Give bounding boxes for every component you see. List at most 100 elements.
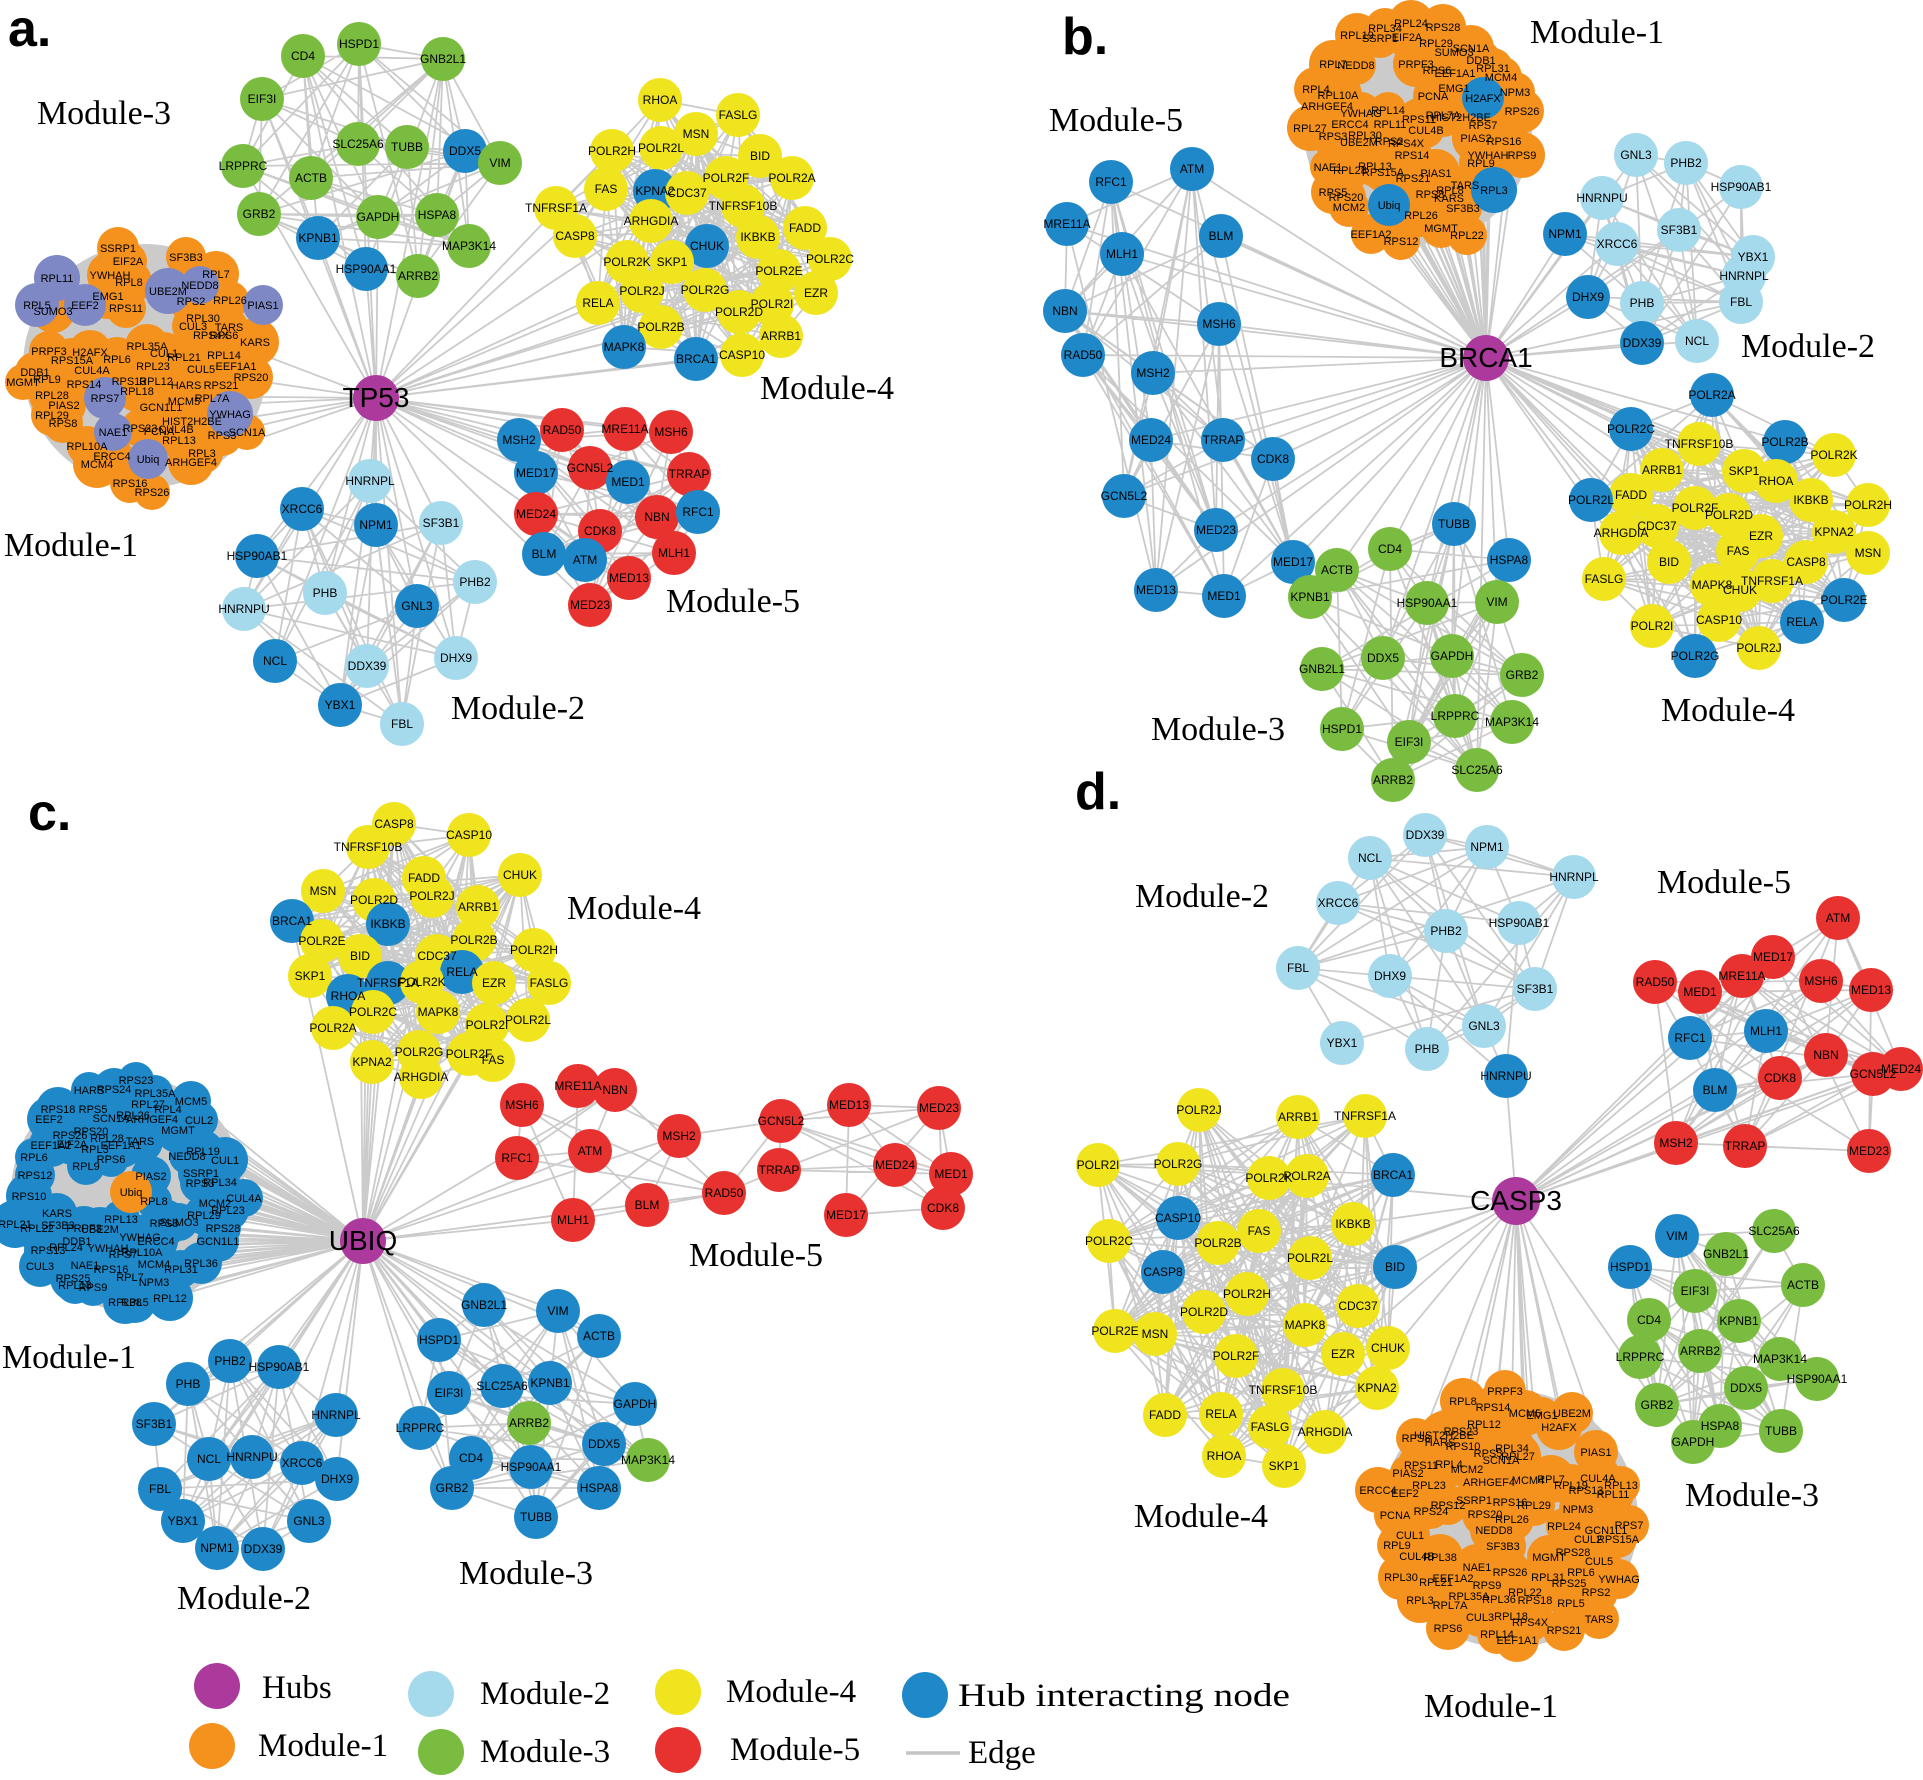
svg-text:RAD50: RAD50 (1636, 975, 1675, 989)
svg-text:SF3B1: SF3B1 (136, 1417, 173, 1431)
svg-text:RPS16: RPS16 (1493, 1497, 1528, 1509)
svg-text:RPL12: RPL12 (1467, 1419, 1501, 1431)
svg-text:H2AFX: H2AFX (72, 347, 108, 359)
svg-text:CASP10: CASP10 (446, 828, 492, 842)
svg-text:POLR2A: POLR2A (768, 171, 815, 185)
svg-text:CD4: CD4 (1378, 542, 1402, 556)
svg-text:HNRNPL: HNRNPL (311, 1408, 361, 1422)
svg-text:HSP90AB1: HSP90AB1 (1489, 916, 1550, 930)
svg-text:TP53: TP53 (343, 382, 410, 413)
svg-text:EMG1: EMG1 (1438, 83, 1469, 95)
svg-text:RPS14: RPS14 (1476, 1402, 1511, 1414)
svg-text:EEF2: EEF2 (71, 300, 99, 312)
svg-text:POLR2B: POLR2B (450, 933, 497, 947)
svg-text:RPL6: RPL6 (103, 354, 131, 366)
svg-text:RPS23: RPS23 (123, 423, 158, 435)
svg-text:RPL7A: RPL7A (195, 393, 231, 405)
svg-text:NPM3: NPM3 (1500, 87, 1531, 99)
svg-text:RFC1: RFC1 (1095, 175, 1127, 189)
svg-text:RPL36: RPL36 (184, 1258, 218, 1270)
svg-text:RPS5: RPS5 (1319, 187, 1348, 199)
svg-text:HNRNPU: HNRNPU (1480, 1069, 1531, 1083)
svg-text:LRPPRC: LRPPRC (1431, 709, 1480, 723)
svg-text:CDC37: CDC37 (1338, 1299, 1378, 1313)
svg-text:NAE1: NAE1 (1314, 162, 1343, 174)
svg-text:ERCC4: ERCC4 (93, 451, 130, 463)
svg-text:RPL18: RPL18 (58, 1280, 92, 1292)
svg-text:POLR2I: POLR2I (466, 1018, 509, 1032)
svg-text:RPL14: RPL14 (1371, 105, 1405, 117)
svg-text:POLR2F: POLR2F (1672, 501, 1719, 515)
svg-text:CUL1: CUL1 (150, 348, 178, 360)
svg-text:HSPA8: HSPA8 (418, 208, 457, 222)
svg-text:POLR2D: POLR2D (350, 893, 398, 907)
svg-text:NCL: NCL (1358, 851, 1382, 865)
svg-text:RPL26: RPL26 (213, 295, 247, 307)
svg-text:RPL13: RPL13 (104, 1214, 138, 1226)
svg-text:UBE2M: UBE2M (1340, 137, 1378, 149)
svg-text:MLH1: MLH1 (1750, 1024, 1782, 1038)
svg-text:MED23: MED23 (1849, 1144, 1889, 1158)
svg-text:CDK8: CDK8 (1764, 1071, 1796, 1085)
svg-text:Module-4: Module-4 (1661, 692, 1795, 729)
svg-text:RPL23: RPL23 (1412, 1480, 1446, 1492)
svg-text:CUL3: CUL3 (1466, 1612, 1494, 1624)
svg-text:SCN1A: SCN1A (1483, 1455, 1520, 1467)
svg-text:Module-5: Module-5 (1657, 864, 1791, 901)
svg-text:PHB2: PHB2 (459, 575, 491, 589)
svg-text:CDC37: CDC37 (1637, 519, 1677, 533)
svg-text:TNFRSF10B: TNFRSF10B (1665, 437, 1734, 451)
svg-text:NEDD8: NEDD8 (181, 280, 218, 292)
svg-text:NBN: NBN (644, 510, 669, 524)
svg-text:ARHGDIA: ARHGDIA (624, 214, 679, 228)
svg-text:CDC37: CDC37 (417, 949, 457, 963)
svg-text:TNFRSF10B: TNFRSF10B (709, 199, 778, 213)
svg-text:KARS: KARS (240, 337, 270, 349)
svg-text:NPM1: NPM1 (1548, 227, 1582, 241)
svg-text:BID: BID (1659, 555, 1679, 569)
svg-text:NEDD8: NEDD8 (168, 1151, 205, 1163)
svg-text:ACTB: ACTB (583, 1329, 615, 1343)
svg-text:POLR2J: POLR2J (1736, 641, 1781, 655)
svg-text:a.: a. (8, 0, 51, 58)
svg-text:KPNA2: KPNA2 (1814, 525, 1854, 539)
svg-text:RPS25: RPS25 (56, 1273, 91, 1285)
svg-text:RPS11: RPS11 (1402, 114, 1436, 126)
svg-text:RHOA: RHOA (643, 93, 678, 107)
svg-text:RPS24: RPS24 (1414, 1506, 1449, 1518)
svg-text:VIM: VIM (489, 156, 510, 170)
svg-text:RPS18: RPS18 (1518, 1595, 1553, 1607)
svg-text:CASP10: CASP10 (1155, 1211, 1201, 1225)
svg-text:Edge: Edge (968, 1735, 1036, 1771)
svg-text:GRB2: GRB2 (436, 1481, 469, 1495)
svg-text:TARS: TARS (1451, 180, 1480, 192)
svg-text:HSPD1: HSPD1 (339, 37, 379, 51)
svg-text:RPS20: RPS20 (1329, 192, 1364, 204)
svg-text:MED13: MED13 (609, 571, 649, 585)
svg-text:ARRB2: ARRB2 (398, 269, 438, 283)
svg-text:ARHGEF4: ARHGEF4 (1301, 101, 1353, 113)
svg-text:YBX1: YBX1 (1738, 250, 1769, 264)
svg-text:RPL31: RPL31 (1531, 1572, 1565, 1584)
svg-text:RPL21: RPL21 (167, 352, 201, 364)
svg-text:CASP8: CASP8 (1143, 1265, 1183, 1279)
svg-text:MRE11A: MRE11A (1718, 969, 1765, 983)
svg-text:KARS: KARS (1434, 193, 1464, 205)
svg-text:RPL29: RPL29 (187, 1210, 221, 1222)
svg-text:POLR2E: POLR2E (298, 934, 345, 948)
svg-text:Hub interacting node: Hub interacting node (958, 1678, 1290, 1714)
svg-text:Module-3: Module-3 (1151, 711, 1285, 748)
svg-text:MSH6: MSH6 (1202, 317, 1236, 331)
svg-text:CDC37: CDC37 (667, 186, 707, 200)
svg-text:RPL3: RPL3 (81, 1144, 109, 1156)
svg-text:RPS11: RPS11 (109, 303, 143, 315)
svg-text:HARS: HARS (74, 1085, 105, 1097)
svg-text:KPNB1: KPNB1 (1290, 590, 1330, 604)
svg-text:NBN: NBN (1052, 304, 1077, 318)
svg-text:RPL7: RPL7 (1537, 1474, 1565, 1486)
svg-text:CASP3: CASP3 (1470, 1185, 1562, 1216)
svg-text:SCN1A: SCN1A (1453, 43, 1490, 55)
svg-text:Ubiq: Ubiq (120, 1187, 143, 1199)
svg-text:Module-1: Module-1 (4, 527, 138, 564)
svg-text:MED17: MED17 (516, 466, 556, 480)
